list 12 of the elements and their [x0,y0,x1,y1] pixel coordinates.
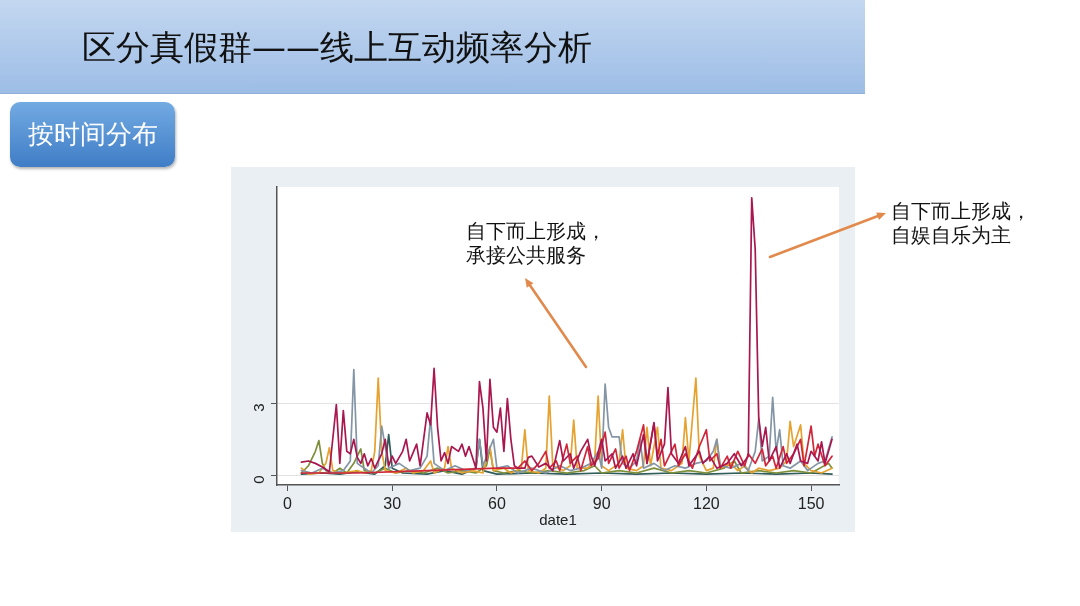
x-axis-title: date1 [539,511,577,529]
chart-subtitle: 按时间分布 [26,119,159,149]
text: 自下而上形成，自娱自乐为主 [891,200,1032,248]
y-tick-label: 3 [250,403,268,412]
x-tick-label: 30 [383,495,402,513]
x-tick-label: 60 [488,495,506,513]
x-tick-label: 0 [283,495,293,513]
x-tick-label: 120 [693,495,720,513]
annotation: 自下而上形成，承接公共服务 [466,220,607,268]
x-tick-label: 90 [592,495,611,513]
chart-title: 区分真假群——线上互动频率分析 [82,27,592,67]
x-tick-label: 150 [797,495,825,513]
